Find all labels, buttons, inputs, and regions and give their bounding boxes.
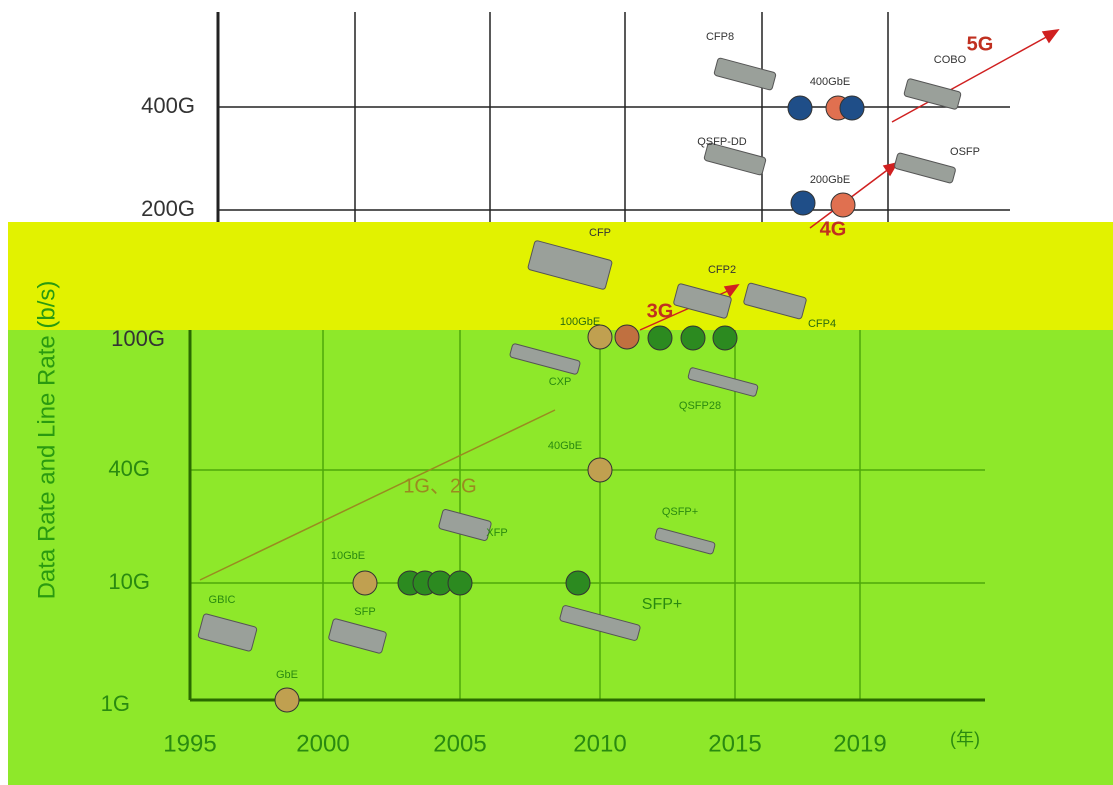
module-image	[703, 142, 767, 176]
data-point	[839, 95, 865, 121]
module-image	[903, 78, 962, 110]
upper-grid	[216, 12, 1010, 222]
module-image	[527, 240, 613, 290]
module-label: QSFP28	[679, 400, 721, 412]
y-tick-label: 10G	[108, 569, 150, 594]
module-label: CFP2	[708, 264, 736, 276]
generation-label: 3G	[647, 300, 674, 322]
module-label: OSFP	[950, 146, 980, 158]
module-label: CFP4	[808, 318, 836, 330]
module-image	[713, 57, 777, 91]
y-tick-label: 100G	[111, 326, 165, 351]
module-label: QSFP-DD	[697, 136, 747, 148]
x-tick-label: 2010	[573, 730, 626, 757]
module-label: GbE	[276, 669, 298, 681]
y-tick-label: 1G	[101, 691, 130, 716]
generation-label: 1G、2G	[403, 475, 476, 497]
module-image	[687, 367, 759, 397]
data-point	[447, 570, 473, 596]
x-tick-label: 2019	[833, 730, 886, 757]
x-tick-label: 2000	[296, 730, 349, 757]
data-point	[830, 192, 856, 218]
y-tick-label: 400G	[141, 93, 195, 118]
green-band	[8, 330, 1113, 785]
module-label: GBIC	[209, 594, 236, 606]
data-point	[352, 570, 378, 596]
module-image	[438, 509, 492, 541]
module-image	[894, 152, 956, 184]
x-tick-label: 2015	[708, 730, 761, 757]
module-label: SFP	[354, 606, 375, 618]
module-label: XFP	[486, 527, 507, 539]
module-label: SFP+	[642, 596, 682, 613]
module-label: 40GbE	[548, 440, 582, 452]
x-tick-label: 1995	[163, 730, 216, 757]
data-point	[787, 95, 813, 121]
y-axis-title: Data Rate and Line Rate (b/s)	[33, 281, 60, 600]
module-label: COBO	[934, 54, 967, 66]
data-point	[790, 190, 816, 216]
data-point	[680, 325, 706, 351]
y-tick-label: 40G	[108, 456, 150, 481]
module-image	[328, 618, 387, 654]
y-tick-label: 200G	[141, 196, 195, 221]
module-image	[509, 343, 581, 375]
module-label: 10GbE	[331, 550, 365, 562]
generation-label: 4G	[820, 218, 847, 240]
module-label: 400GbE	[810, 76, 850, 88]
module-label: CFP8	[706, 31, 734, 43]
module-image	[743, 282, 807, 320]
x-tick-label: 2005	[433, 730, 486, 757]
data-point	[274, 687, 300, 713]
module-label: CXP	[549, 376, 572, 388]
data-point	[614, 324, 640, 350]
x-axis-unit: (年)	[950, 729, 980, 749]
module-image	[197, 613, 258, 652]
dynamic: 1G 10G 40G 100G 200G 400G 1995 2000 2005 2010 2015…	[101, 31, 994, 757]
module-label: 200GbE	[810, 174, 850, 186]
module-label: CFP	[589, 227, 611, 239]
data-point	[565, 570, 591, 596]
module-label: 100GbE	[560, 316, 600, 328]
data-point	[587, 324, 613, 350]
module-image	[654, 527, 716, 555]
module-image	[559, 605, 641, 641]
lower-axes	[188, 330, 985, 702]
generation-label: 5G	[967, 33, 994, 55]
data-point	[587, 457, 613, 483]
module-image	[673, 283, 732, 319]
module-label: QSFP+	[662, 506, 698, 518]
data-point	[647, 325, 673, 351]
data-point	[712, 325, 738, 351]
